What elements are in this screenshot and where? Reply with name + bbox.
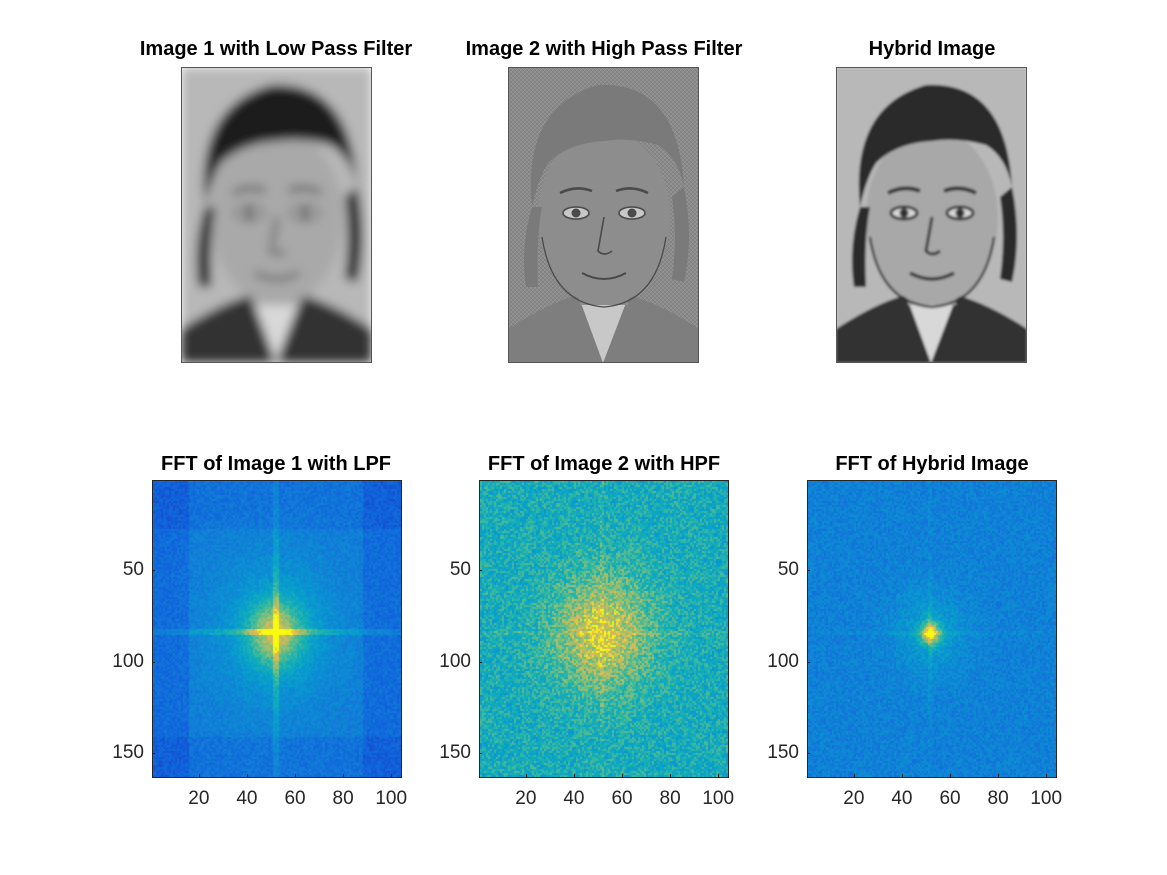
y-tick-mark (807, 753, 810, 755)
image2-high-pass-face (508, 67, 699, 363)
x-tick-label: 40 (891, 788, 913, 809)
y-tick-label: 100 (112, 650, 144, 672)
fft-image2-heatmap (479, 480, 729, 778)
x-tick-label: 100 (375, 788, 408, 809)
title-fft-hybrid: FFT of Hybrid Image (835, 453, 1029, 475)
x-tick-label: 20 (843, 788, 865, 809)
fft-hybrid-heatmap (807, 480, 1057, 778)
x-tick-mark (1046, 774, 1048, 777)
x-tick-label: 20 (515, 788, 537, 809)
x-tick-label: 60 (284, 788, 306, 809)
x-tick-mark (246, 774, 248, 777)
y-tick-label: 150 (112, 742, 144, 764)
x-tick-mark (670, 774, 672, 777)
x-tick-mark (998, 774, 1000, 777)
y-tick-mark (807, 570, 810, 572)
y-tick-mark (152, 753, 155, 755)
y-tick-mark (152, 661, 155, 663)
x-tick-label: 40 (563, 788, 585, 809)
x-tick-label: 80 (659, 788, 681, 809)
x-tick-mark (295, 774, 297, 777)
hybrid-image-face (836, 67, 1027, 363)
x-tick-label: 20 (188, 788, 210, 809)
x-tick-mark (343, 774, 345, 777)
y-tick-label: 50 (122, 559, 144, 581)
y-tick-label: 150 (439, 742, 471, 764)
x-tick-mark (391, 774, 393, 777)
title-fft-image2: FFT of Image 2 with HPF (487, 453, 721, 475)
x-tick-label: 60 (939, 788, 961, 809)
y-tick-label: 50 (777, 559, 799, 581)
y-tick-mark (152, 570, 155, 572)
y-tick-label: 100 (439, 650, 471, 672)
x-tick-mark (198, 774, 200, 777)
x-tick-label: 100 (1030, 788, 1063, 809)
x-tick-mark (622, 774, 624, 777)
x-tick-label: 80 (332, 788, 354, 809)
x-tick-mark (853, 774, 855, 777)
y-tick-mark (479, 570, 482, 572)
x-tick-mark (901, 774, 903, 777)
x-tick-mark (950, 774, 952, 777)
fft-image1-heatmap (152, 480, 402, 778)
x-tick-mark (718, 774, 720, 777)
x-tick-label: 100 (702, 788, 735, 809)
title-image2-hpf: Image 2 with High Pass Filter (465, 38, 743, 60)
x-tick-mark (573, 774, 575, 777)
y-tick-mark (479, 661, 482, 663)
x-tick-label: 60 (611, 788, 633, 809)
title-image1-lpf: Image 1 with Low Pass Filter (139, 38, 413, 60)
y-tick-label: 150 (767, 742, 799, 764)
title-hybrid-image: Hybrid Image (868, 38, 996, 60)
x-tick-label: 80 (987, 788, 1009, 809)
y-tick-mark (807, 661, 810, 663)
y-tick-label: 100 (767, 650, 799, 672)
y-tick-mark (479, 753, 482, 755)
x-tick-label: 40 (236, 788, 258, 809)
x-tick-mark (525, 774, 527, 777)
y-tick-label: 50 (449, 559, 471, 581)
image1-low-pass-face (181, 67, 372, 363)
title-fft-image1: FFT of Image 1 with LPF (161, 453, 391, 475)
